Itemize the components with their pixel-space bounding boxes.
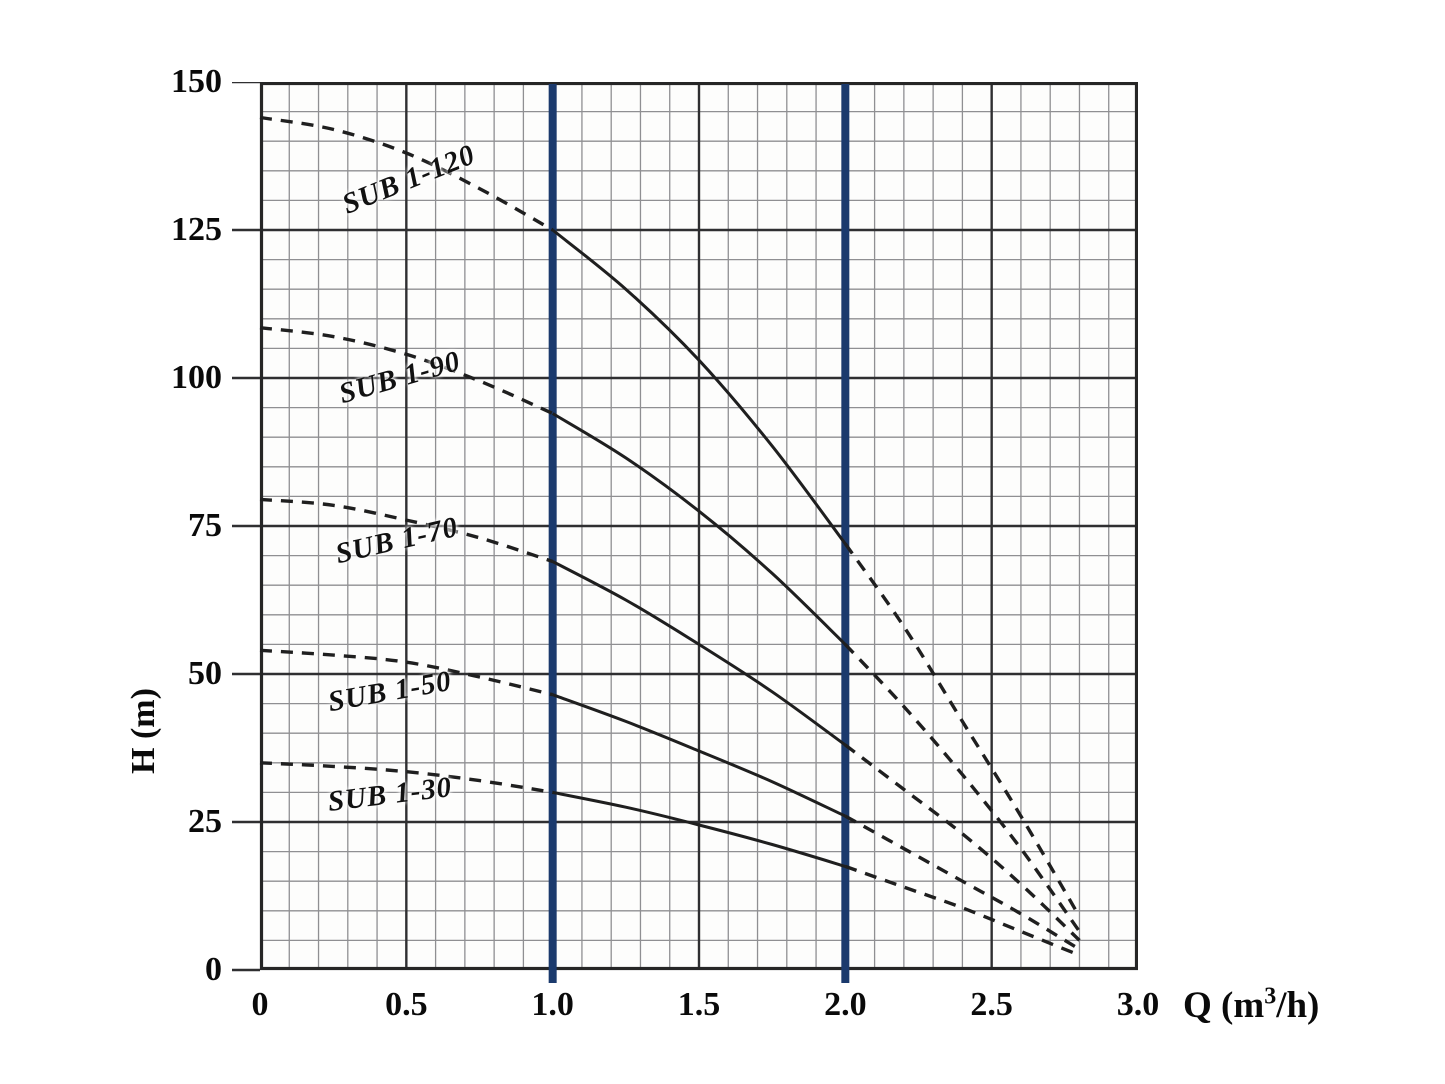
y-tick-label-150: 150 [171,63,222,100]
curve-sub-1-50-dashed-left [259,648,554,697]
curve-sub-1-30-solid [552,790,846,868]
plot-frame [259,82,1138,971]
y-axis-title: H (m) [125,688,162,774]
curve-sub-1-90-dashed-right [844,643,1081,933]
x-axis-title-superscript: 3 [1264,983,1277,1010]
y-tick-label-50: 50 [188,655,222,692]
curve-sub-1-120-dashed-right [843,542,1081,918]
curve-sub-1-90-dashed-left [259,326,554,416]
curve-sub-1-70-dashed-left [259,497,554,564]
curve-sub-1-30-dashed-left [259,761,553,795]
x-tick-label-1.5: 1.5 [677,986,721,1023]
curve-sub-1-120-dashed-left [259,115,554,232]
curve-sub-1-50-dashed-right [844,814,1081,951]
curve-sub-1-120-solid [551,228,847,545]
y-tick-label-100: 100 [171,359,222,396]
x-tick-label-3.0: 3.0 [1116,986,1160,1023]
x-tick-label-2.0: 2.0 [824,986,867,1023]
y-tick-label-25: 25 [188,803,222,840]
y-tick-label-125: 125 [171,211,222,248]
x-tick-label-1.0: 1.0 [531,986,574,1023]
y-tick-label-0: 0 [205,951,222,988]
plot-area [232,82,1138,983]
curve-sub-1-70-solid [552,560,847,747]
x-tick-label-0.5: 0.5 [385,986,428,1023]
x-tick-label-2.5: 2.5 [970,986,1013,1023]
x-axis-title-prefix: Q (m [1183,985,1265,1026]
x-axis-title: Q (m3/h) [1183,984,1319,1027]
curve-sub-1-70-dashed-right [844,743,1081,942]
curve-sub-1-90-solid [551,412,847,646]
y-tick-label-75: 75 [188,507,222,544]
curve-sub-1-30-dashed-right [844,864,1081,957]
x-axis-title-suffix: /h) [1276,985,1320,1026]
x-tick-label-0: 0 [251,986,269,1023]
curve-sub-1-50-solid [552,693,846,818]
